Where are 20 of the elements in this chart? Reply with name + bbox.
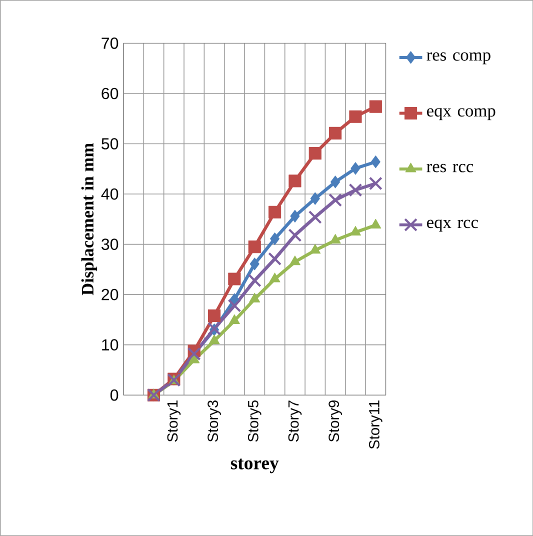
y-tick-label: 50 xyxy=(101,138,118,150)
x-tick-label: Story9 xyxy=(328,400,342,442)
legend-label: res rcc xyxy=(426,164,473,172)
y-tick-label: 0 xyxy=(110,389,118,401)
x-tick-label: Story5 xyxy=(248,400,262,442)
x-axis-title: storey xyxy=(230,458,279,474)
legend-label: res comp xyxy=(426,52,490,64)
y-tick-label: 10 xyxy=(102,339,118,351)
y-tick-label: 60 xyxy=(102,88,118,100)
x-tick-label: Story11 xyxy=(368,400,382,449)
x-tick-label: Story3 xyxy=(207,400,221,442)
y-tick-label: 40 xyxy=(101,188,118,200)
x-tick-label: Story1 xyxy=(167,400,180,442)
y-tick-label: 30 xyxy=(101,238,118,250)
legend-label: eqx rcc xyxy=(426,220,478,232)
x-tick-label: Story7 xyxy=(288,400,302,442)
legend-label: eqx comp xyxy=(426,108,496,120)
y-tick-label: 20 xyxy=(102,288,118,300)
y-axis-title: Displacement in mm xyxy=(81,143,97,296)
y-tick-label: 70 xyxy=(102,38,118,49)
